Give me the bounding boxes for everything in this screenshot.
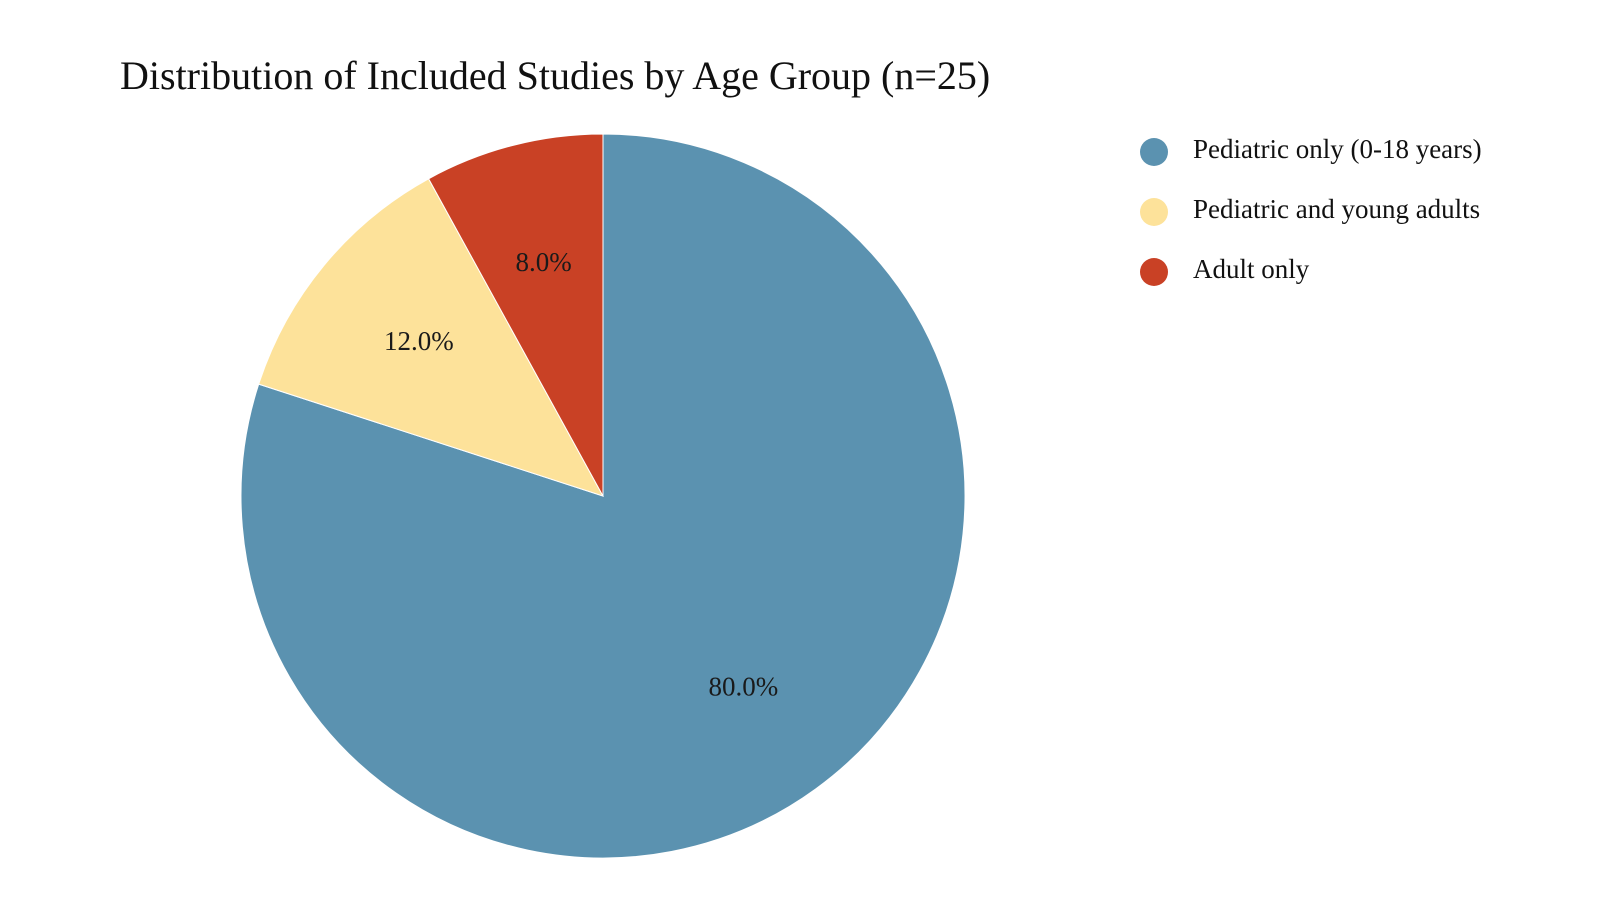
- legend-label: Adult only: [1193, 254, 1310, 284]
- pie-slice: [258, 178, 605, 497]
- legend-item: Adult only: [1140, 254, 1310, 286]
- slice-percent-label: 12.0%: [384, 326, 454, 356]
- slice-percent-label: 80.0%: [709, 671, 779, 701]
- legend-swatch: [1140, 138, 1168, 166]
- pie-labels: 80.0% 12.0% 8.0%: [384, 247, 778, 702]
- legend-swatch: [1140, 198, 1168, 226]
- pie-slice: [427, 133, 604, 497]
- legend-item: Pediatric only (0-18 years): [1140, 134, 1482, 166]
- chart-title: Distribution of Included Studies by Age …: [120, 53, 990, 98]
- legend-item: Pediatric and young adults: [1140, 194, 1480, 226]
- slice-percent-label: 8.0%: [515, 247, 571, 277]
- legend: Pediatric only (0-18 years) Pediatric and…: [1140, 134, 1482, 286]
- legend-label: Pediatric only (0-18 years): [1193, 134, 1482, 164]
- legend-swatch: [1140, 258, 1168, 286]
- legend-label: Pediatric and young adults: [1193, 194, 1480, 224]
- pie: [240, 133, 966, 859]
